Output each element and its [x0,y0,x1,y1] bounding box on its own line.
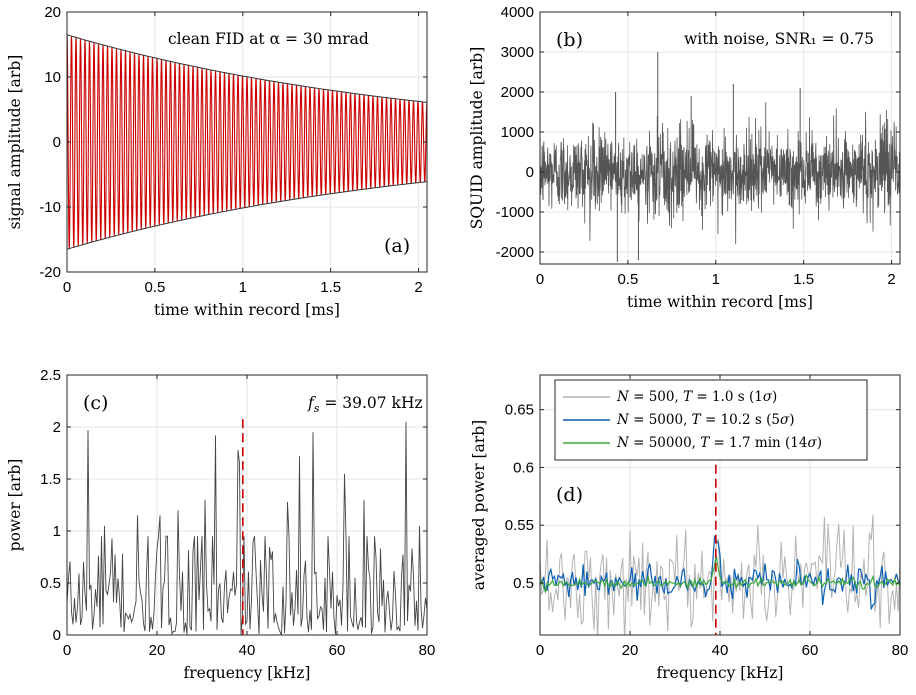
y-tick-label: -1000 [496,204,534,221]
panel-a-label: (a) [384,235,410,257]
legend-entry-3: N = 50000, T = 1.7 min (14σ) [616,435,822,451]
y-tick-label: 0.6 [513,459,534,476]
x-axis-label: frequency [kHz] [657,664,784,682]
x-tick-label: 80 [892,642,909,659]
x-tick-label: 20 [149,642,166,659]
y-tick-label: 2000 [501,84,534,101]
squid-noise-line [540,102,900,245]
panel-b-label: (b) [556,29,583,51]
plot-content [67,34,427,250]
y-tick-label: 0 [53,134,61,151]
ticks [539,11,900,264]
x-tick-label: 80 [419,642,436,659]
ticks [539,375,901,635]
y-tick-label: 0.5 [40,575,61,592]
x-tick-label: 1 [239,279,247,296]
x-tick-label: 2 [414,279,422,296]
x-tick-label: 0 [63,279,71,296]
legend: N = 500, T = 1.0 s (1σ) N = 5000, T = 10.… [554,379,868,461]
panel-d-label: (d) [556,484,583,506]
legend-entry-1: N = 500, T = 1.0 s (1σ) [616,389,777,405]
y-tick-label: 0 [53,627,61,644]
panel-d: 0 20 40 60 80 0.5 0.55 0.6 0.65 frequency [kHz] av… [470,374,909,682]
y-tick-label: -2000 [496,244,534,261]
y-tick-label: 1 [53,523,61,540]
axes-box [539,11,901,265]
x-tick-label: 0.5 [617,271,638,288]
x-tick-label: 60 [329,642,346,659]
y-tick-label: 1.5 [40,471,61,488]
x-axis-label: frequency [kHz] [184,664,311,682]
x-tick-label: 1 [712,271,720,288]
lower-envelope-line [67,181,427,250]
x-tick-label: 0 [536,271,544,288]
x-tick-label: 40 [712,642,729,659]
legend-entry-2: N = 5000, T = 10.2 s (5σ) [616,412,795,428]
y-axis-label: averaged power [arb] [470,420,488,590]
power-spectrum-line [67,421,427,635]
y-tick-label: 0.55 [505,517,534,534]
y-tick-label: 2.5 [40,367,61,384]
x-tick-label: 0 [536,642,544,659]
y-tick-label: 0 [526,164,534,181]
panel-c-annotation: fs = 39.07 kHz [307,394,423,415]
x-tick-label: 60 [802,642,819,659]
panel-a-annotation: clean FID at α = 30 mrad [168,30,369,48]
x-axis-label: time within record [ms] [627,293,813,311]
ticks [66,374,428,636]
x-tick-label: 0 [63,642,71,659]
x-axis-label: time within record [ms] [154,301,340,319]
y-axis-label: SQUID amplitude [arb] [468,47,486,230]
x-tick-label: 40 [239,642,256,659]
series-line-3 [540,556,900,595]
panel-c: 0 20 40 60 80 0 0.5 1 1.5 2 2.5 frequency [kHz] powe… [6,367,435,682]
plot-content [67,419,427,635]
upper-envelope-line [67,34,427,103]
panel-c-label: (c) [83,392,108,414]
series-line-2 [540,535,900,610]
y-axis-label: power [arb] [6,459,24,552]
x-tick-label: 0.5 [144,279,165,296]
y-tick-label: 2 [53,419,61,436]
y-axis-label: signal amplitude [arb] [6,55,24,230]
y-tick-label: 20 [44,4,61,21]
plot-content [540,52,900,262]
x-tick-label: 2 [887,271,895,288]
ticks [66,11,427,273]
panel-a: 0 0.5 1 1.5 2 -20 -10 0 10 20 time within record [… [6,4,428,319]
x-tick-label: 1.5 [320,279,341,296]
y-tick-label: 10 [44,69,61,86]
panel-b: 0 0.5 1 1.5 2 -2000 -1000 0 1000 2000 3000 4000 time… [468,4,901,311]
x-tick-label: 1.5 [793,271,814,288]
y-tick-label: 4000 [501,4,534,21]
y-tick-label: 0.5 [513,575,534,592]
y-tick-label: 3000 [501,44,534,61]
y-tick-label: -20 [39,264,61,281]
y-tick-label: 0.65 [505,402,534,419]
y-tick-label: 1000 [501,124,534,141]
y-tick-label: -10 [39,199,61,216]
plot-area [540,12,900,264]
x-tick-label: 20 [622,642,639,659]
panel-b-annotation: with noise, SNR₁ = 0.75 [684,30,874,48]
